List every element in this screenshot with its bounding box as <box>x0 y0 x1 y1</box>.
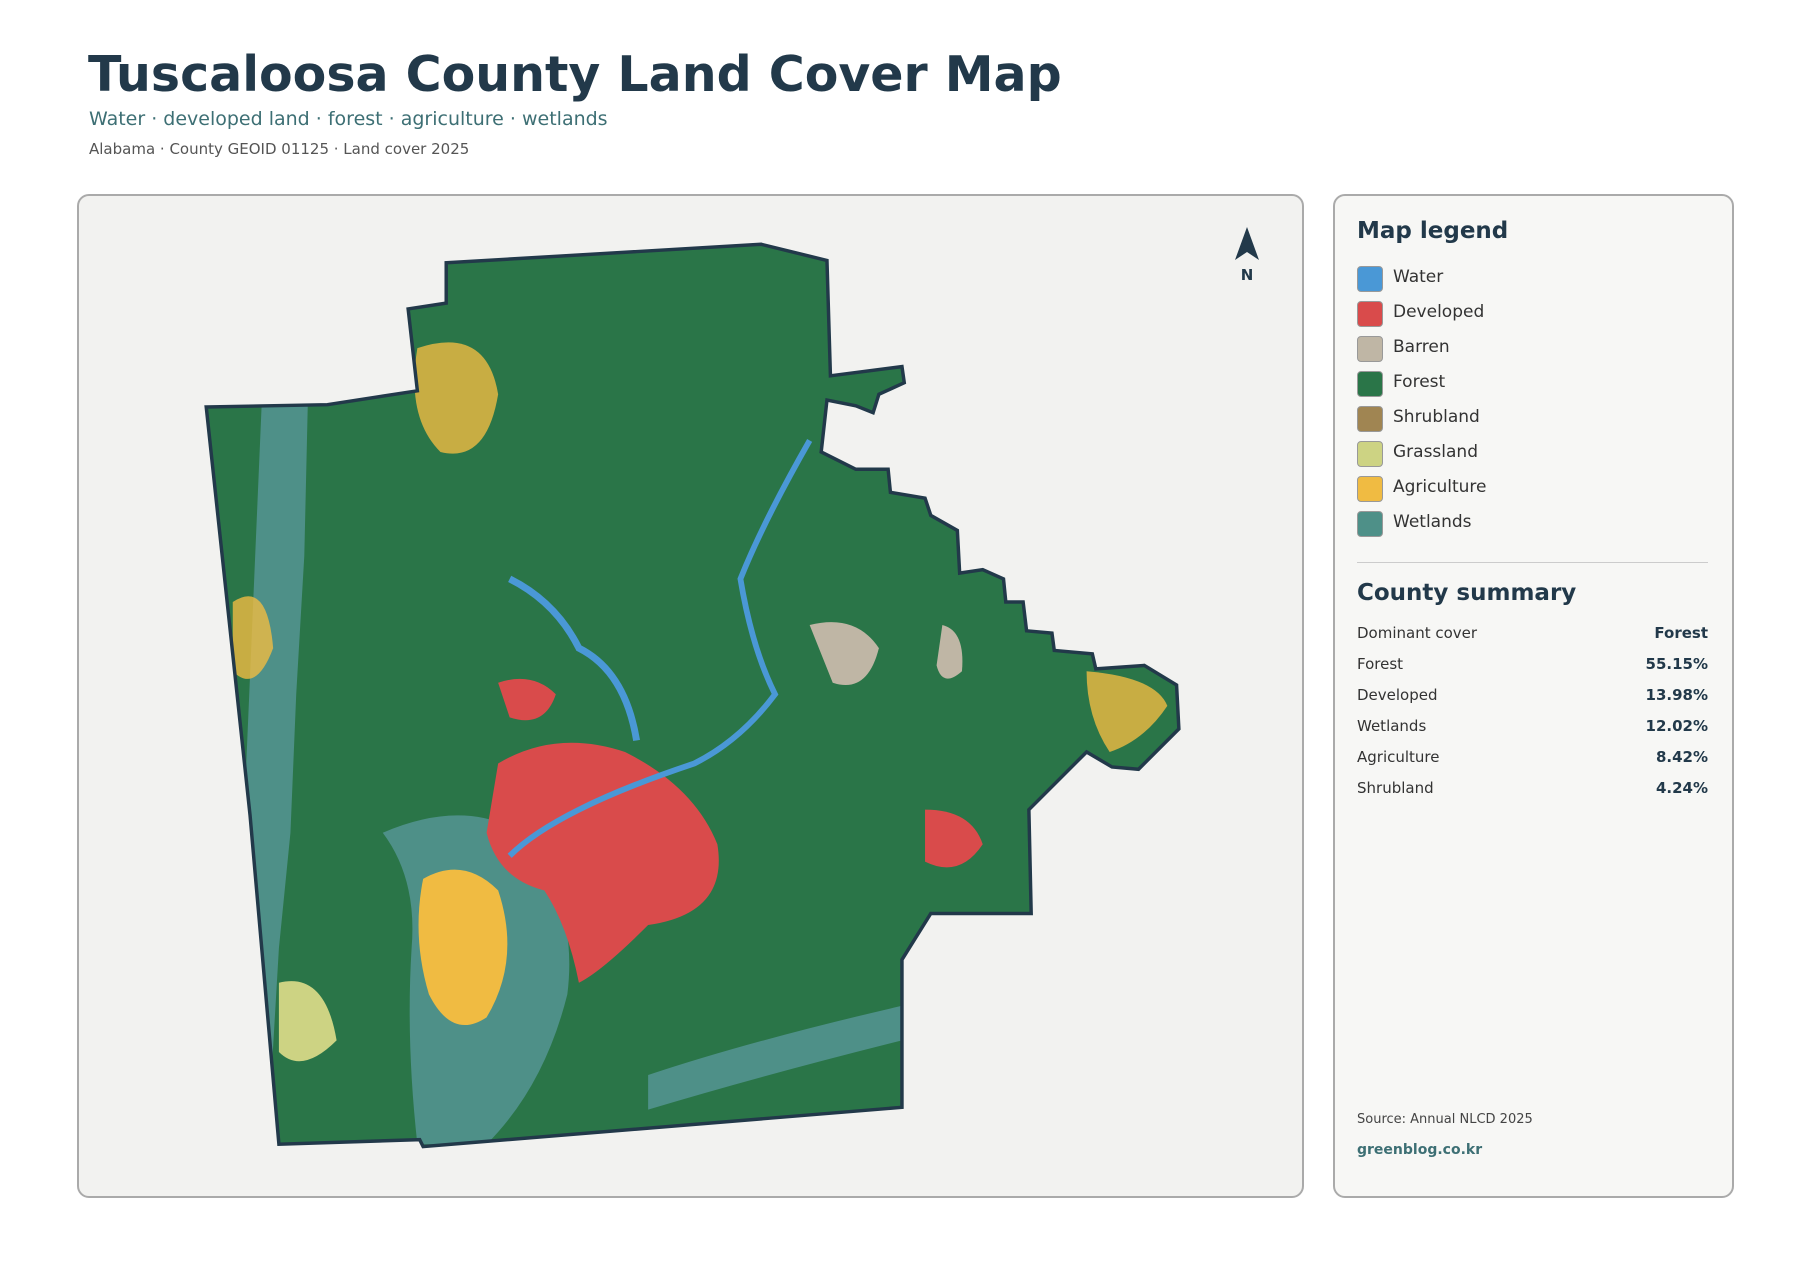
legend-label: Developed <box>1393 302 1485 322</box>
map: N <box>204 227 1259 1149</box>
summary-row: Dominant cover Forest <box>1357 624 1708 642</box>
summary-value: 12.02% <box>1645 717 1708 735</box>
summary-label: Forest <box>1357 655 1404 673</box>
side-panel: Map legend Water Developed Barren Forest Shr… <box>1333 194 1734 1198</box>
summary-label: Agriculture <box>1357 748 1440 766</box>
legend-swatch <box>1357 336 1383 362</box>
summary-label: Shrubland <box>1357 779 1434 797</box>
north-label: N <box>1241 266 1254 284</box>
legend-label: Wetlands <box>1393 512 1472 532</box>
summary-label: Dominant cover <box>1357 624 1478 642</box>
legend-label: Grassland <box>1393 442 1478 462</box>
legend-swatch <box>1357 406 1383 432</box>
county <box>204 242 1181 1149</box>
legend-swatch <box>1357 301 1383 327</box>
summary-value: Forest <box>1654 624 1708 642</box>
site: greenblog.co.kr <box>1357 1142 1483 1158</box>
legend-label: Shrubland <box>1393 407 1480 427</box>
summary-row: Wetlands 12.02% <box>1357 717 1708 735</box>
summary-row: Developed 13.98% <box>1357 686 1708 704</box>
legend-swatch <box>1357 371 1383 397</box>
legend-swatch <box>1357 511 1383 537</box>
legend-label: Water <box>1393 267 1444 287</box>
summary-row: Forest 55.15% <box>1357 655 1708 673</box>
subtitle: Water · developed land · forest · agricu… <box>89 108 608 130</box>
summary-value: 55.15% <box>1645 655 1708 673</box>
summary-value: 13.98% <box>1645 686 1708 704</box>
summary-row: Agriculture 8.42% <box>1357 748 1708 766</box>
summary-title: County summary <box>1357 580 1577 606</box>
legend-label: Forest <box>1393 372 1446 392</box>
legend-label: Agriculture <box>1393 477 1487 497</box>
legend-label: Barren <box>1393 337 1450 357</box>
summary-row: Shrubland 4.24% <box>1357 779 1708 797</box>
summary-value: 8.42% <box>1655 748 1708 766</box>
legend-swatch <box>1357 476 1383 502</box>
title: Tuscaloosa County Land Cover Map <box>88 46 1062 103</box>
legend-title: Map legend <box>1357 218 1509 244</box>
north-arrow <box>1235 227 1259 260</box>
summary-value: 4.24% <box>1655 779 1708 797</box>
legend-swatch <box>1357 266 1383 292</box>
meta: Alabama · County GEOID 01125 · Land cove… <box>89 140 470 158</box>
summary-label: Developed <box>1357 686 1438 704</box>
divider <box>1357 562 1708 563</box>
source: Source: Annual NLCD 2025 <box>1357 1112 1533 1127</box>
legend-swatch <box>1357 441 1383 467</box>
summary-label: Wetlands <box>1357 717 1427 735</box>
map-panel: N <box>77 194 1304 1198</box>
